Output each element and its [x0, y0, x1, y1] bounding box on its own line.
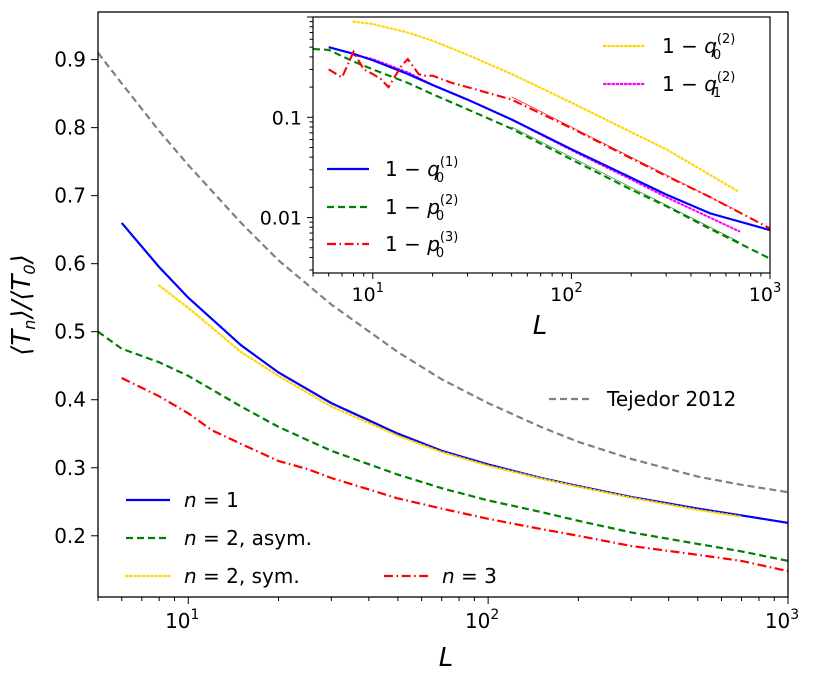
- y-tick-label: 0.9: [54, 48, 86, 72]
- inset-legend-1-p0-3: 1 − p(3) 0: [327, 230, 458, 261]
- legend-tejedor: Tejedor 2012: [549, 387, 736, 411]
- inset-plot: 101 102 103 0.1 0.01 L 1 − q(2) 0 1 − q(2) 1 1 …: [260, 16, 781, 341]
- legend-tejedor-entry: Tejedor 2012: [549, 387, 736, 411]
- inset-legend-1-q0-1: 1 − q(1) 0: [327, 155, 458, 186]
- legend-tejedor-entry-label: Tejedor 2012: [606, 387, 736, 411]
- inset-legend-label: 1 − p(2) 0: [385, 193, 458, 224]
- inset-legend-label: 1 − q(2) 1: [662, 70, 735, 101]
- x-tick-label: 103: [765, 607, 799, 633]
- main-x-axis-title: L: [439, 643, 454, 673]
- series-n-1: [120, 222, 788, 524]
- inset-legend-1-p0-2: 1 − p(2) 0: [327, 193, 458, 224]
- legend-n-2-asym-label: n = 2, asym.: [184, 526, 312, 550]
- inset-series-1-p0-2: [313, 47, 770, 260]
- main-plot-frame: [97, 11, 789, 598]
- legend-n-3: n = 3: [384, 564, 497, 588]
- y-tick-label: 0.2: [54, 524, 86, 548]
- y-tick-label: 0.4: [54, 388, 86, 412]
- legend-n-2-asym: n = 2, asym.: [126, 526, 312, 550]
- inset-guide-line: [511, 96, 740, 213]
- inset-series-1-q0-1: [328, 46, 770, 232]
- y-tick-label: 0.7: [54, 184, 86, 208]
- series-n-3: [121, 377, 788, 573]
- inset-frame: [312, 16, 771, 274]
- inset-x-tick-label: 102: [550, 281, 582, 306]
- inset-series-1-p0-3: [328, 49, 770, 230]
- inset-x-axis-title: L: [533, 311, 548, 341]
- inset-x-tick-label: 101: [352, 281, 384, 306]
- y-tick-label: 0.8: [54, 116, 86, 140]
- y-tick-label: 0.6: [54, 252, 86, 276]
- x-tick-label: 102: [465, 607, 499, 633]
- series-tejedor-2012: [98, 52, 788, 494]
- y-tick-label: 0.3: [54, 456, 86, 480]
- series-n-2-asym: [98, 330, 788, 562]
- inset-legend-label: 1 − q(2) 0: [662, 32, 735, 63]
- inset-legend-label: 1 − p(3) 0: [385, 230, 458, 261]
- series-n-2-sym: [158, 284, 743, 518]
- main-plot: 101 102 103 0.2 0.3 0.4 0.5 0.6 0.7 0.8 0.9 L ⟨Tn…: [7, 11, 799, 673]
- inset-legend-label: 1 − q(1) 0: [385, 155, 458, 186]
- legend-n-1: n = 1: [126, 488, 239, 512]
- legend-n-3-label: n = 3: [442, 564, 497, 588]
- inset-x-tick-label: 103: [749, 281, 781, 306]
- inset-y-tick-label: 0.01: [260, 208, 302, 230]
- inset-legend-1-q0-2: 1 − q(2) 0: [602, 32, 735, 63]
- inset-guide-line: [511, 126, 740, 243]
- inset-series-1-q0-2: [352, 20, 741, 194]
- legend-n-1-label: n = 1: [184, 488, 239, 512]
- x-tick-label: 101: [165, 607, 199, 633]
- inset-legend-1-q1-2: 1 − q(2) 1: [602, 70, 735, 101]
- legend-n-2-sym: n = 2, sym.: [124, 564, 300, 588]
- legend-n-2-sym-label: n = 2, sym.: [184, 564, 300, 588]
- y-tick-label: 0.5: [54, 320, 86, 344]
- main-y-axis-title: ⟨Tn⟩/⟨T0⟩: [7, 254, 39, 355]
- inset-y-tick-label: 0.1: [272, 107, 302, 129]
